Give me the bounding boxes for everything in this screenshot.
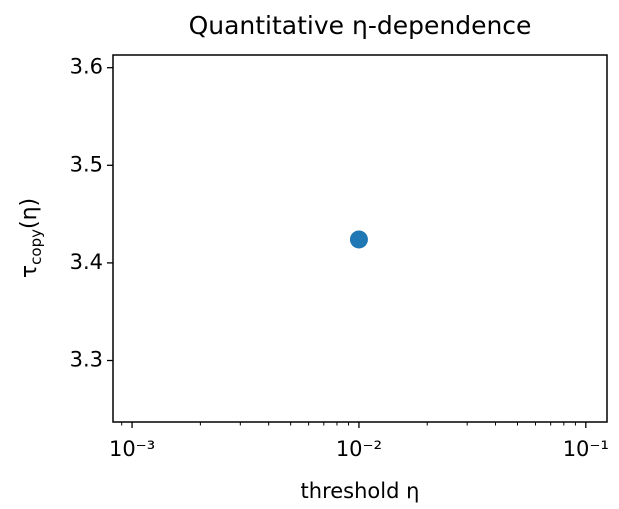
y-label-symbol: τ [17,265,42,278]
y-tick-label: 3.5 [70,152,103,176]
y-axis-label: τcopy(η) [17,198,45,278]
x-tick-label: 10⁻³ [109,437,155,461]
x-tick-label: 10⁻¹ [563,437,609,461]
y-label-subscript: copy [27,229,45,265]
plot-frame [112,54,608,423]
y-tick-label: 3.6 [70,55,103,79]
data-point [349,230,368,249]
x-axis-label: threshold η [301,479,420,503]
chart-title: Quantitative η-dependence [189,11,532,40]
y-label-argument: (η) [17,198,42,229]
x-tick-label: 10⁻² [336,437,382,461]
y-tick-label: 3.3 [70,348,103,372]
y-tick-label: 3.4 [70,250,103,274]
